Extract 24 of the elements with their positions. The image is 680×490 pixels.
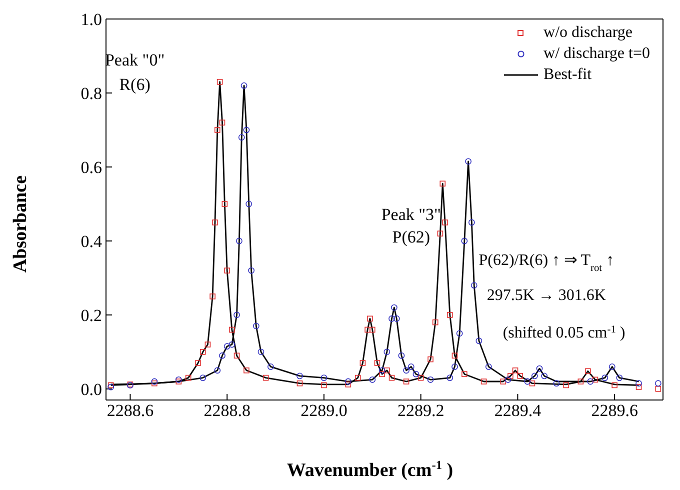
y-tick-label: 0.8 [80, 84, 102, 104]
x-tick-label: 2289.4 [494, 401, 542, 420]
y-axis-title: Absorbance [10, 175, 31, 273]
y-tick-label: 0.4 [80, 232, 102, 251]
legend-label: w/ discharge t=0 [544, 44, 650, 64]
legend-label: w/o discharge [544, 23, 633, 43]
annotation: Peak "0" [104, 50, 165, 70]
annotation: 297.5K → 301.6K [486, 287, 606, 304]
y-tick-label: 1.0 [80, 10, 102, 30]
x-axis-title: Wavenumber (cm$^{-1}$) [286, 458, 454, 481]
x-tick-label: 2289.0 [300, 401, 348, 420]
y-tick-label: 0.6 [80, 158, 102, 177]
x-tick-label: 2289.2 [397, 401, 444, 420]
annotation: P(62)/R(6) ↑ ⇒ T$_{rot}$ ↑ [478, 252, 614, 274]
annotation: P(62) [392, 228, 430, 247]
legend-label: Best-fit [544, 65, 592, 85]
y-tick-label: 0.2 [80, 306, 102, 325]
annotation: R(6) [119, 75, 150, 94]
annotation: (shifted 0.05 cm$^{-1}$) [502, 324, 626, 342]
annotation: Peak "3" [381, 204, 442, 224]
x-tick-label: 2289.6 [591, 401, 638, 420]
x-tick-label: 2288.6 [106, 401, 154, 420]
x-tick-label: 2288.8 [204, 401, 250, 420]
y-tick-label: 0.0 [80, 380, 102, 399]
